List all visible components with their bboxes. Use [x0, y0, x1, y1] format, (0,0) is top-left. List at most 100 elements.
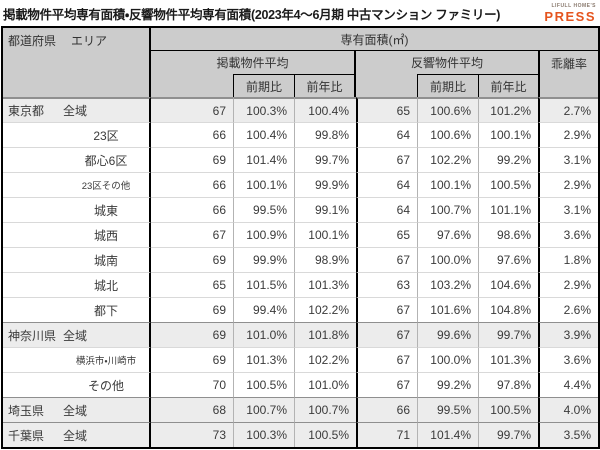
prefecture-label: 東京都: [8, 104, 45, 118]
response-yoy-cell: 101.3%: [478, 347, 538, 372]
listed-group-header: 掲載物件平均: [151, 51, 356, 74]
prefecture-label: 千葉県: [8, 428, 45, 443]
area-label: 23区その他: [81, 181, 131, 192]
area-label: 城西: [93, 228, 118, 243]
area-cell: 城北: [3, 272, 151, 297]
listed-qoq-header: 前期比: [233, 74, 294, 97]
area-label: 都下: [93, 303, 118, 318]
area-cell: 横浜市・川崎市: [3, 347, 151, 372]
listed-yoy-cell: 100.7%: [294, 397, 356, 422]
response-yoy-cell: 97.6%: [478, 247, 538, 272]
response-yoy-cell: 104.6%: [478, 272, 538, 297]
response-yoy-header: 前年比: [478, 74, 538, 97]
area-label: 全域: [63, 328, 88, 343]
deviation-rate-cell: 3.1%: [538, 147, 598, 172]
listed-yoy-header: 前年比: [294, 74, 356, 97]
deviation-rate-cell: 3.9%: [538, 322, 598, 347]
response-yoy-cell: 98.6%: [478, 222, 538, 247]
listed-yoy-cell: 101.0%: [294, 372, 356, 397]
response-group-header: 反響物件平均: [356, 51, 538, 74]
listed-qoq-cell: 100.5%: [233, 372, 294, 397]
listed-avg-cell: 66: [151, 197, 233, 222]
response-avg-cell: 67: [356, 247, 417, 272]
area-cell: 埼玉県 全域: [3, 397, 151, 422]
listed-avg-cell: 69: [151, 297, 233, 322]
response-qoq-cell: 101.6%: [417, 297, 478, 322]
deviation-rate-cell: 2.9%: [538, 122, 598, 147]
response-yoy-cell: 104.8%: [478, 297, 538, 322]
listed-yoy-cell: 99.7%: [294, 147, 356, 172]
area-cell: 城南: [3, 247, 151, 272]
area-label: 城南: [93, 253, 118, 268]
deviation-rate-cell: 2.7%: [538, 97, 598, 122]
response-yoy-cell: 100.5%: [478, 397, 538, 422]
area-label: 全域: [63, 428, 88, 443]
deviation-rate-cell: 4.4%: [538, 372, 598, 397]
listed-avg-cell: 68: [151, 397, 233, 422]
response-yoy-cell: 100.1%: [478, 122, 538, 147]
response-yoy-cell: 99.2%: [478, 147, 538, 172]
deviation-rate-cell: 1.8%: [538, 247, 598, 272]
area-cell: 23区: [3, 122, 151, 147]
deviation-rate-cell: 3.5%: [538, 422, 598, 447]
area-cell: 城東: [3, 197, 151, 222]
area-cell: 都下: [3, 297, 151, 322]
listed-avg-cell: 70: [151, 372, 233, 397]
response-avg-cell: 64: [356, 122, 417, 147]
listed-yoy-cell: 99.8%: [294, 122, 356, 147]
area-label: 城北: [93, 278, 118, 293]
deviation-rate-cell: 3.6%: [538, 222, 598, 247]
listed-avg-cell: 73: [151, 422, 233, 447]
response-qoq-cell: 100.6%: [417, 122, 478, 147]
response-qoq-cell: 100.1%: [417, 172, 478, 197]
lifull-homes-press-logo: LIFULL HOME'S PRESS: [544, 4, 598, 24]
deviation-rate-cell: 2.9%: [538, 272, 598, 297]
area-cell: 神奈川県 全域: [3, 322, 151, 347]
listed-qoq-cell: 100.4%: [233, 122, 294, 147]
listed-avg-cell: 67: [151, 97, 233, 122]
listed-avg-cell: 69: [151, 147, 233, 172]
listed-yoy-cell: 102.2%: [294, 297, 356, 322]
response-qoq-cell: 100.6%: [417, 97, 478, 122]
listed-qoq-cell: 99.9%: [233, 247, 294, 272]
listed-yoy-cell: 100.4%: [294, 97, 356, 122]
listed-avg-cell: 69: [151, 322, 233, 347]
listed-yoy-cell: 99.1%: [294, 197, 356, 222]
area-cell: その他: [3, 372, 151, 397]
area-label: 横浜市・川崎市: [75, 356, 137, 367]
response-avg-cell: 71: [356, 422, 417, 447]
response-yoy-cell: 100.5%: [478, 172, 538, 197]
area-label: 全域: [63, 104, 88, 118]
response-avg-cell: 65: [356, 97, 417, 122]
listed-yoy-cell: 100.1%: [294, 222, 356, 247]
response-avg-cell: 67: [356, 372, 417, 397]
listed-qoq-cell: 100.3%: [233, 97, 294, 122]
response-qoq-cell: 99.6%: [417, 322, 478, 347]
response-qoq-cell: 101.4%: [417, 422, 478, 447]
listed-yoy-cell: 100.5%: [294, 422, 356, 447]
response-avg-cell: 63: [356, 272, 417, 297]
response-qoq-cell: 103.2%: [417, 272, 478, 297]
response-avg-cell: 67: [356, 347, 417, 372]
area-label: その他: [87, 378, 124, 393]
listed-avg-cell: 66: [151, 172, 233, 197]
blank-header-cell: [151, 74, 233, 97]
listed-avg-cell: 69: [151, 247, 233, 272]
deviation-rate-cell: 3.6%: [538, 347, 598, 372]
response-avg-cell: 67: [356, 297, 417, 322]
response-yoy-cell: 99.7%: [478, 322, 538, 347]
deviation-rate-cell: 2.6%: [538, 297, 598, 322]
response-qoq-cell: 99.5%: [417, 397, 478, 422]
area-label: 全域: [63, 403, 88, 418]
prefecture-label: 埼玉県: [8, 403, 45, 418]
listed-qoq-cell: 101.4%: [233, 147, 294, 172]
listed-qoq-cell: 100.7%: [233, 397, 294, 422]
title-bar: 掲載物件平均専有面積・反響物件平均専有面積(2023年4〜6月期 中古マンション…: [0, 0, 600, 26]
prefecture-column-header: 都道府県: [8, 34, 57, 48]
listed-qoq-cell: 99.4%: [233, 297, 294, 322]
response-qoq-cell: 102.2%: [417, 147, 478, 172]
response-qoq-cell: 100.7%: [417, 197, 478, 222]
page-title: 掲載物件平均専有面積・反響物件平均専有面積(2023年4〜6月期 中古マンション…: [3, 8, 501, 22]
listed-yoy-cell: 102.2%: [294, 347, 356, 372]
area-label: 城東: [93, 203, 118, 218]
